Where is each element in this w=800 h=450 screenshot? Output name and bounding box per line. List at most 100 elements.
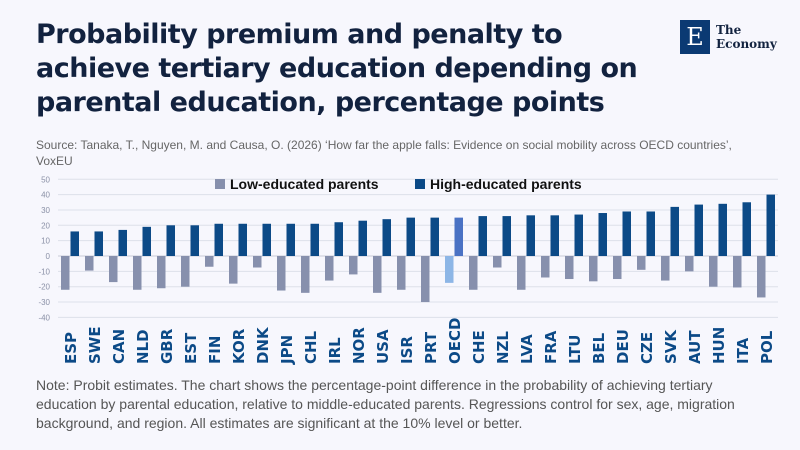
source-text: Source: Tanaka, T., Nguyen, M. and Causa… bbox=[36, 138, 732, 168]
bar-high-aut bbox=[694, 204, 703, 256]
bar-high-che bbox=[478, 216, 487, 256]
bar-high-swe bbox=[94, 231, 103, 256]
bar-high-svk bbox=[670, 206, 679, 256]
x-tick-label: SWE bbox=[86, 326, 104, 364]
bar-low-svk bbox=[661, 256, 670, 281]
bar-high-prt bbox=[430, 217, 439, 256]
bar-low-ita bbox=[733, 256, 742, 288]
bar-high-usa bbox=[382, 219, 391, 256]
x-tick-label: HUN bbox=[710, 327, 728, 364]
bar-high-can bbox=[118, 229, 127, 256]
bar-low-hun bbox=[709, 256, 718, 287]
bar-high-pol bbox=[766, 194, 775, 256]
logo-mark: E bbox=[680, 20, 710, 54]
bar-low-deu bbox=[613, 256, 622, 280]
x-tick-label: DEU bbox=[614, 329, 632, 364]
y-tick-label: 40 bbox=[41, 191, 50, 200]
x-tick-label: NOR bbox=[350, 327, 368, 364]
logo-line1: The bbox=[716, 23, 742, 37]
bar-high-oecd bbox=[454, 217, 463, 256]
bar-high-esp bbox=[70, 231, 79, 256]
bar-low-bel bbox=[589, 256, 598, 282]
bar-high-jpn bbox=[286, 223, 295, 256]
bar-low-jpn bbox=[277, 256, 286, 291]
bar-high-ita bbox=[742, 202, 751, 256]
bar-low-oecd bbox=[445, 256, 454, 283]
bar-high-lva bbox=[526, 215, 535, 256]
bar-high-chl bbox=[310, 223, 319, 256]
bar-low-aut bbox=[685, 256, 694, 272]
bar-high-est bbox=[190, 225, 199, 256]
chart-note: Note: Probit estimates. The chart shows … bbox=[36, 377, 735, 431]
bar-low-irl bbox=[325, 256, 334, 281]
bar-high-hun bbox=[718, 203, 727, 256]
x-tick-label: IRL bbox=[326, 337, 344, 364]
x-tick-label: CHL bbox=[302, 330, 320, 364]
bar-low-pol bbox=[757, 256, 766, 298]
x-tick-label: SVK bbox=[662, 329, 680, 364]
bar-high-bel bbox=[598, 213, 607, 256]
the-economy-logo: E The Economy bbox=[680, 20, 777, 54]
logo-line2: Economy bbox=[716, 37, 777, 51]
x-tick-label: NZL bbox=[494, 331, 512, 364]
x-tick-label: BEL bbox=[590, 332, 608, 364]
legend-label-low: Low-educated parents bbox=[230, 176, 379, 192]
bar-high-deu bbox=[622, 211, 631, 256]
bar-low-prt bbox=[421, 256, 430, 303]
bar-high-irl bbox=[334, 222, 343, 256]
bar-high-nor bbox=[358, 220, 367, 256]
y-tick-label: 0 bbox=[46, 252, 51, 261]
y-tick-label: 10 bbox=[41, 237, 50, 246]
bar-high-isr bbox=[406, 217, 415, 256]
y-tick-label: 20 bbox=[41, 221, 50, 230]
bar-low-can bbox=[109, 256, 118, 283]
x-tick-label: ESP bbox=[62, 332, 80, 364]
bar-high-dnk bbox=[262, 223, 271, 256]
x-tick-label: EST bbox=[182, 332, 200, 364]
x-tick-label: KOR bbox=[230, 328, 248, 364]
bar-low-nor bbox=[349, 256, 358, 275]
y-tick-label: -30 bbox=[38, 298, 50, 307]
x-tick-label: CAN bbox=[110, 329, 128, 364]
x-tick-label: DNK bbox=[254, 326, 272, 364]
x-tick-label: AUT bbox=[686, 330, 704, 364]
bar-low-fra bbox=[541, 256, 550, 278]
bar-high-kor bbox=[238, 223, 247, 256]
bar-low-kor bbox=[229, 256, 238, 284]
chart-title: Probability premium and penalty to achie… bbox=[36, 19, 638, 118]
x-tick-label: PRT bbox=[422, 331, 440, 364]
legend-label-high: High-educated parents bbox=[430, 176, 582, 192]
x-tick-label: ITA bbox=[734, 337, 752, 364]
bar-low-nld bbox=[133, 256, 142, 290]
x-tick-label: ISR bbox=[398, 336, 416, 364]
y-tick-label: 50 bbox=[41, 175, 50, 184]
bar-low-gbr bbox=[157, 256, 166, 289]
x-tick-label: USA bbox=[374, 329, 392, 364]
y-tick-label: -20 bbox=[38, 283, 50, 292]
bar-low-cze bbox=[637, 256, 646, 270]
bar-low-esp bbox=[61, 256, 70, 290]
x-tick-label: LVA bbox=[518, 334, 536, 364]
bar-low-fin bbox=[205, 256, 214, 267]
x-tick-label: CZE bbox=[638, 332, 656, 364]
x-tick-label: POL bbox=[758, 330, 776, 364]
bar-low-isr bbox=[397, 256, 406, 290]
x-tick-label: OECD bbox=[446, 318, 464, 364]
x-tick-label: FIN bbox=[206, 336, 224, 364]
bar-high-gbr bbox=[166, 225, 175, 256]
legend-swatch-low bbox=[215, 179, 225, 189]
bar-low-usa bbox=[373, 256, 382, 293]
x-tick-label: LTU bbox=[566, 335, 584, 365]
bar-low-chl bbox=[301, 256, 310, 293]
bar-low-nzl bbox=[493, 256, 502, 268]
bar-low-ltu bbox=[565, 256, 574, 280]
legend-swatch-high bbox=[415, 179, 425, 189]
y-tick-label: -40 bbox=[38, 313, 50, 322]
x-tick-label: GBR bbox=[158, 328, 176, 364]
y-tick-label: 30 bbox=[41, 206, 50, 215]
bar-high-ltu bbox=[574, 214, 583, 256]
x-tick-label: NLD bbox=[134, 329, 152, 364]
bar-high-nld bbox=[142, 226, 151, 256]
bar-high-cze bbox=[646, 211, 655, 256]
